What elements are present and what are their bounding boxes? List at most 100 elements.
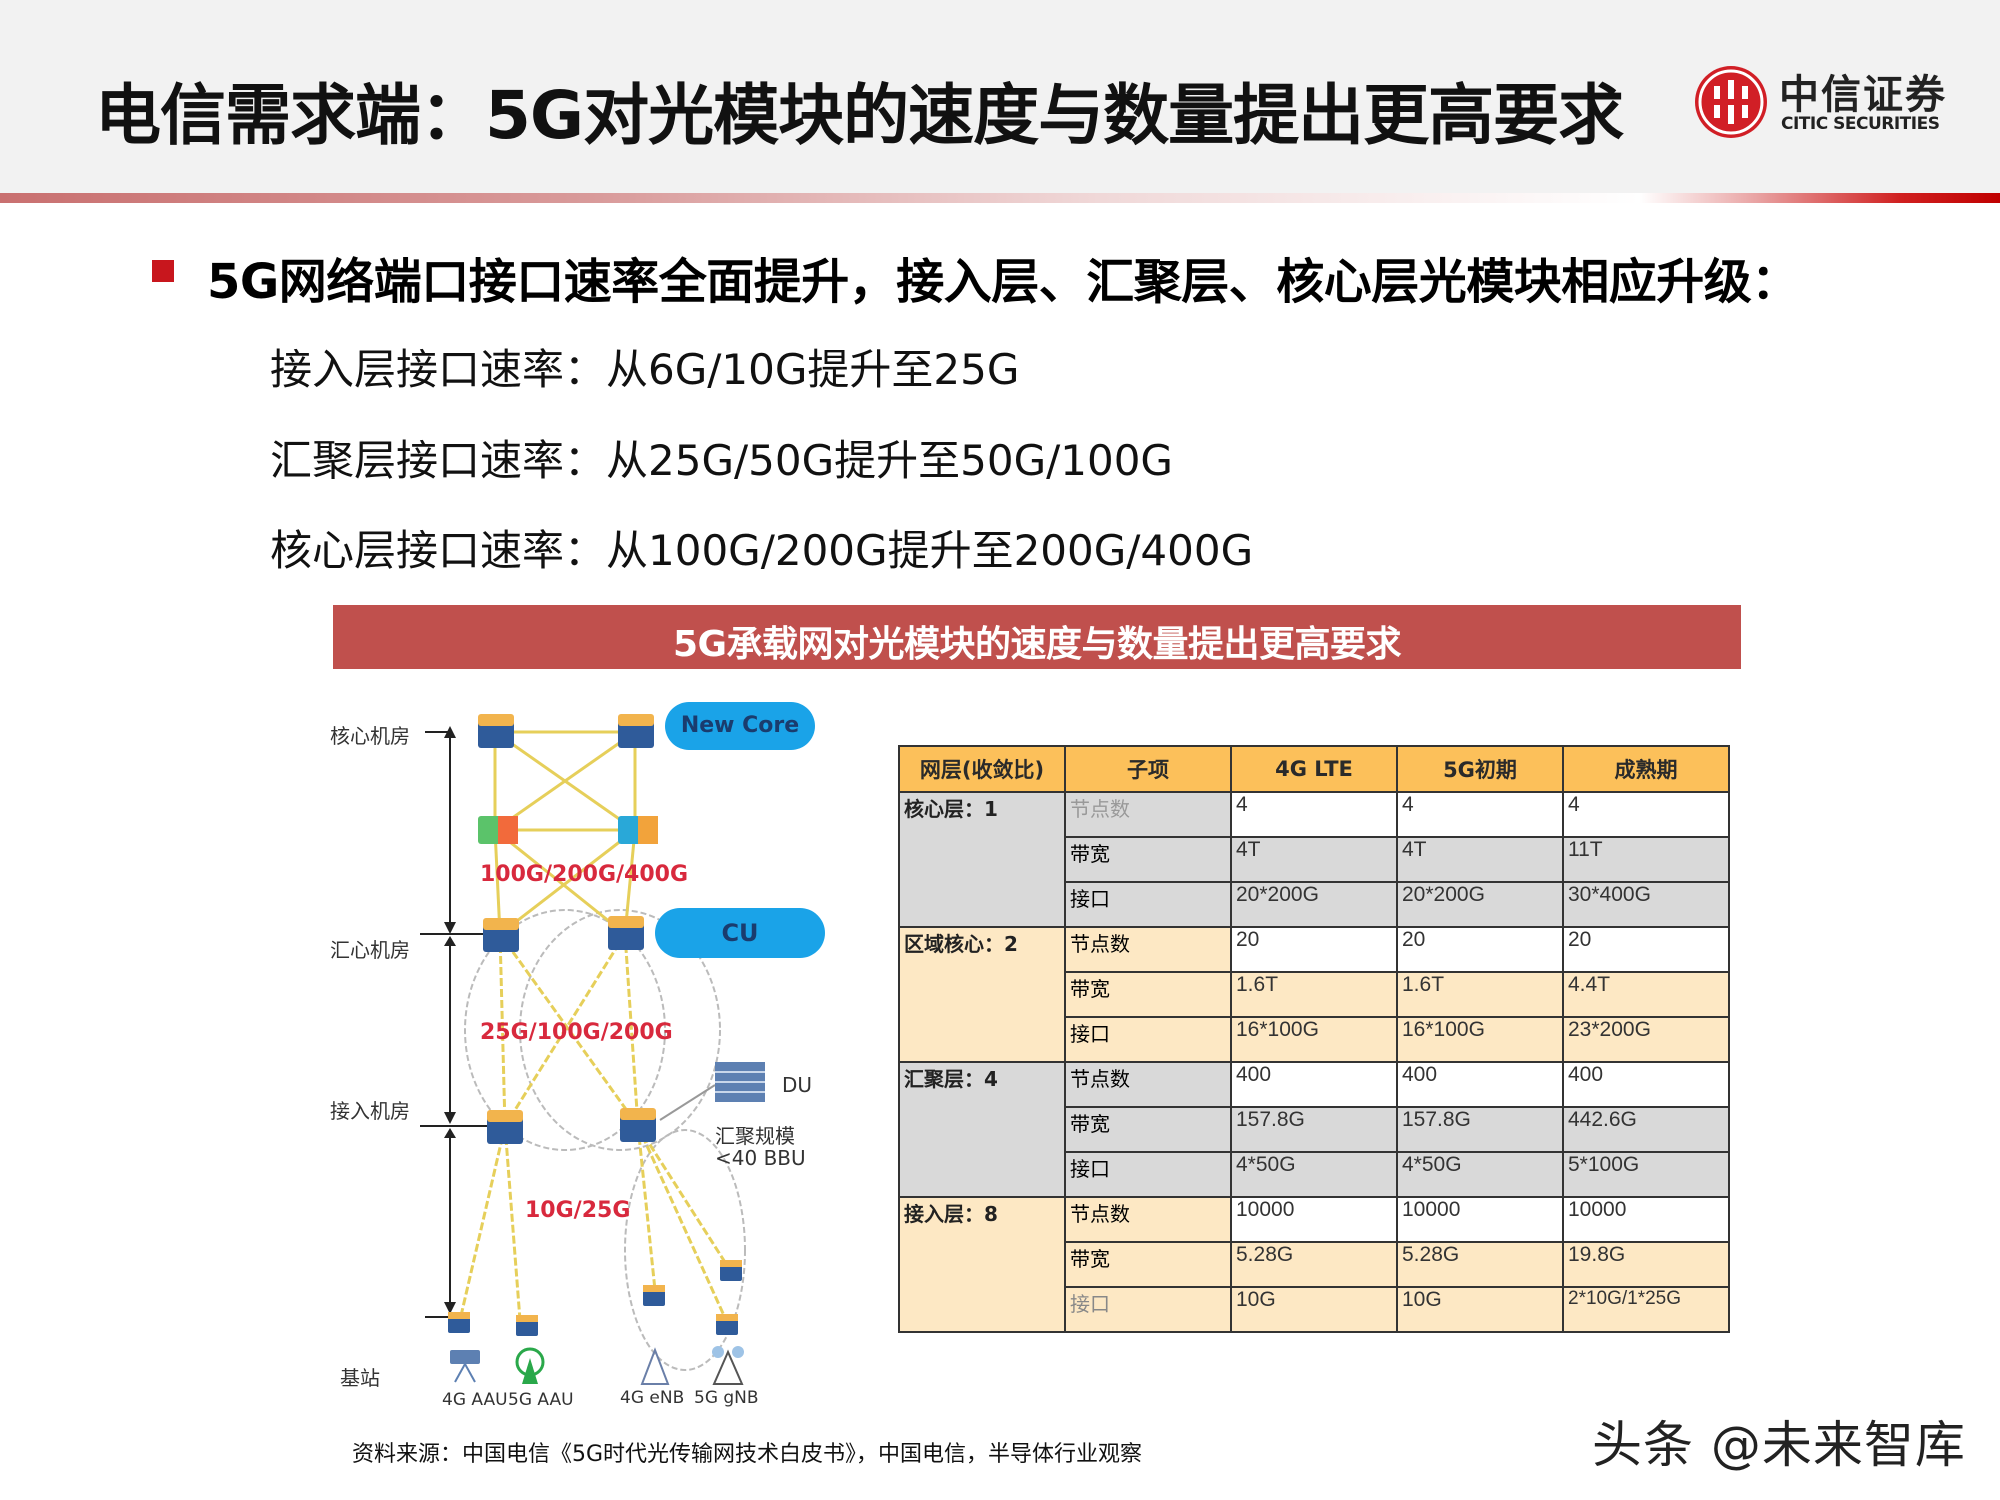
layer-cell: 区域核心：2	[898, 926, 1066, 1063]
citic-logo: 中信证券 CITIC SECURITIES	[1695, 62, 1995, 142]
value-cell: 10000	[1230, 1196, 1398, 1243]
table-row: 带宽 5.28G 5.28G 19.8G	[899, 1241, 1730, 1288]
cloud-cu: CU	[655, 908, 825, 958]
value-cell: 4.4T	[1562, 971, 1730, 1018]
du-label: DU	[782, 1073, 813, 1097]
item-cell: 接口	[1064, 1286, 1232, 1333]
value-cell: 4	[1230, 791, 1398, 838]
value-cell: 400	[1230, 1061, 1398, 1108]
value-cell: 5.28G	[1396, 1241, 1564, 1288]
table-row: 接入层：8 节点数 10000 10000 10000	[898, 1196, 1730, 1333]
value-cell: 4	[1562, 791, 1730, 838]
table-row: 带宽 4T 4T 11T	[899, 836, 1730, 883]
item-cell: 带宽	[1064, 836, 1232, 883]
value-cell: 10G	[1230, 1286, 1398, 1333]
item-cell: 接口	[1064, 881, 1232, 928]
citic-logo-icon	[1695, 66, 1767, 138]
item-cell: 节点数	[1064, 1196, 1232, 1243]
logo-cn-text: 中信证券	[1779, 71, 1947, 118]
value-cell: 157.8G	[1230, 1106, 1398, 1153]
table-row: 带宽 157.8G 157.8G 442.6G	[899, 1106, 1730, 1153]
item-cell: 节点数	[1064, 1061, 1232, 1108]
table-row: 汇聚层：4 节点数 400 400 400	[898, 1061, 1730, 1198]
value-cell: 20*200G	[1230, 881, 1398, 928]
value-cell: 20	[1562, 926, 1730, 973]
table-row: 接口 10G 10G 2*10G/1*25G	[899, 1286, 1730, 1333]
value-cell: 19.8G	[1562, 1241, 1730, 1288]
table-row: 接口 4*50G 4*50G 5*100G	[899, 1151, 1730, 1198]
value-cell: 2*10G/1*25G	[1562, 1286, 1730, 1333]
value-cell: 4*50G	[1396, 1151, 1564, 1198]
sub-bullet-text: 核心层接口速率：从100G/200G提升至200G/400G	[270, 526, 1254, 575]
layer-cell: 核心层：1	[898, 791, 1066, 928]
layer-cell: 接入层：8	[898, 1196, 1066, 1333]
value-cell: 20	[1396, 926, 1564, 973]
item-cell: 节点数	[1064, 791, 1232, 838]
value-cell: 10000	[1562, 1196, 1730, 1243]
value-cell: 4*50G	[1230, 1151, 1398, 1198]
logo-en-text: CITIC SECURITIES	[1781, 114, 1940, 134]
value-cell: 400	[1396, 1061, 1564, 1108]
diagram-label-core-room: 核心机房	[330, 724, 410, 748]
table-row: 核心层：1 节点数 4 4 4	[898, 791, 1730, 928]
station-label-4g-aau: 4G AAU	[442, 1390, 508, 1410]
value-cell: 4T	[1230, 836, 1398, 883]
item-cell: 带宽	[1064, 1241, 1232, 1288]
value-cell: 1.6T	[1396, 971, 1564, 1018]
sub-bullet-text: 汇聚层接口速率：从25G/50G提升至50G/100G	[270, 436, 1173, 485]
sub-bullet-text: 接入层接口速率：从6G/10G提升至25G	[270, 345, 1020, 394]
item-cell: 带宽	[1064, 971, 1232, 1018]
value-cell: 400	[1562, 1061, 1730, 1108]
figure-banner: 5G承载网对光模块的速度与数量提出更高要求	[333, 605, 1741, 669]
table-header: 成熟期	[1562, 745, 1730, 793]
table-header: 网层(收敛比)	[898, 745, 1066, 793]
square-bullet-icon	[152, 260, 174, 282]
station-label-4g-enb: 4G eNB	[620, 1388, 685, 1408]
table-header-row: 网层(收敛比) 子项 4G LTE 5G初期 成熟期	[898, 745, 1730, 793]
diagram-label-access-room: 接入机房	[330, 1099, 410, 1123]
item-cell: 接口	[1064, 1016, 1232, 1063]
diagram-label-aggregation-room: 汇心机房	[330, 938, 410, 962]
value-cell: 442.6G	[1562, 1106, 1730, 1153]
value-cell: 11T	[1562, 836, 1730, 883]
value-cell: 30*400G	[1562, 881, 1730, 928]
aggregation-note-line2: <40 BBU	[715, 1146, 806, 1170]
value-cell: 20	[1230, 926, 1398, 973]
table-header: 5G初期	[1396, 745, 1564, 793]
figure-banner-text: 5G承载网对光模块的速度与数量提出更高要求	[672, 624, 1402, 665]
value-cell: 5.28G	[1230, 1241, 1398, 1288]
header-divider	[0, 193, 2000, 203]
value-cell: 10000	[1396, 1196, 1564, 1243]
table-row: 带宽 1.6T 1.6T 4.4T	[899, 971, 1730, 1018]
source-note: 资料来源：中国电信《5G时代光传输网技术白皮书》，中国电信，半导体行业观察	[352, 1442, 1143, 1467]
value-cell: 16*100G	[1230, 1016, 1398, 1063]
value-cell: 10G	[1396, 1286, 1564, 1333]
table-row: 接口 20*200G 20*200G 30*400G	[899, 881, 1730, 928]
value-cell: 23*200G	[1562, 1016, 1730, 1063]
rate-comparison-table: 网层(收敛比) 子项 4G LTE 5G初期 成熟期 核心层：1 节点数 4 4…	[898, 745, 1730, 1333]
value-cell: 16*100G	[1396, 1016, 1564, 1063]
main-bullet-text: 5G网络端口接口速率全面提升，接入层、汇聚层、核心层光模块相应升级：	[207, 254, 1799, 310]
table-header: 4G LTE	[1230, 745, 1398, 793]
table-header: 子项	[1064, 745, 1232, 793]
slide-title: 电信需求端：5G对光模块的速度与数量提出更高要求	[95, 77, 1624, 154]
table-row: 区域核心：2 节点数 20 20 20	[898, 926, 1730, 1063]
value-cell: 1.6T	[1230, 971, 1398, 1018]
value-cell: 5*100G	[1562, 1151, 1730, 1198]
aggregation-note-line1: 汇聚规模	[715, 1124, 795, 1148]
network-topology-icon	[420, 714, 765, 1385]
value-cell: 157.8G	[1396, 1106, 1564, 1153]
cloud-new-core: New Core	[665, 702, 815, 750]
station-label-5g-gnb: 5G gNB	[694, 1388, 759, 1408]
rate-label-access: 10G/25G	[525, 1198, 631, 1223]
value-cell: 4T	[1396, 836, 1564, 883]
rate-label-core: 100G/200G/400G	[480, 862, 689, 887]
item-cell: 接口	[1064, 1151, 1232, 1198]
rate-label-aggregation: 25G/100G/200G	[480, 1020, 673, 1045]
item-cell: 带宽	[1064, 1106, 1232, 1153]
value-cell: 4	[1396, 791, 1564, 838]
watermark: 头条 @未来智库	[1592, 1416, 1966, 1474]
diagram-label-base-station: 基站	[340, 1366, 380, 1390]
item-cell: 节点数	[1064, 926, 1232, 973]
network-diagram: 核心机房 汇心机房 接入机房 基站 New Core CU 100G/200G/…	[320, 690, 860, 1420]
